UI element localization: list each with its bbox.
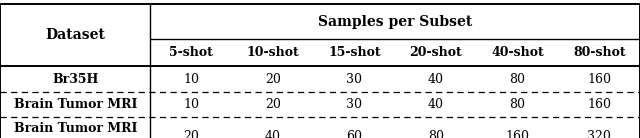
Text: Dataset: Dataset (45, 28, 105, 42)
Text: 160: 160 (588, 72, 611, 86)
Text: 20: 20 (183, 130, 199, 138)
Text: 15-shot: 15-shot (328, 46, 381, 59)
Text: Brain Tumor MRI: Brain Tumor MRI (13, 98, 137, 111)
Text: 80-shot: 80-shot (573, 46, 625, 59)
Text: Brain Tumor MRI
(Multi-class): Brain Tumor MRI (Multi-class) (13, 122, 137, 138)
Text: 80: 80 (428, 130, 444, 138)
Text: Br35H: Br35H (52, 72, 99, 86)
Text: 60: 60 (346, 130, 362, 138)
Text: 320: 320 (588, 130, 611, 138)
Text: 5-shot: 5-shot (169, 46, 213, 59)
Text: 40-shot: 40-shot (492, 46, 544, 59)
Text: 20-shot: 20-shot (410, 46, 462, 59)
Text: Samples per Subset: Samples per Subset (318, 15, 472, 29)
Text: 160: 160 (506, 130, 530, 138)
Text: 30: 30 (346, 98, 362, 111)
Text: 160: 160 (588, 98, 611, 111)
Text: 10-shot: 10-shot (246, 46, 299, 59)
Text: 80: 80 (509, 72, 525, 86)
Text: 80: 80 (509, 98, 525, 111)
Text: 40: 40 (265, 130, 281, 138)
Text: 20: 20 (265, 98, 281, 111)
Text: 10: 10 (183, 98, 199, 111)
Text: 20: 20 (265, 72, 281, 86)
Text: 10: 10 (183, 72, 199, 86)
Text: 40: 40 (428, 98, 444, 111)
Text: 30: 30 (346, 72, 362, 86)
Text: 40: 40 (428, 72, 444, 86)
